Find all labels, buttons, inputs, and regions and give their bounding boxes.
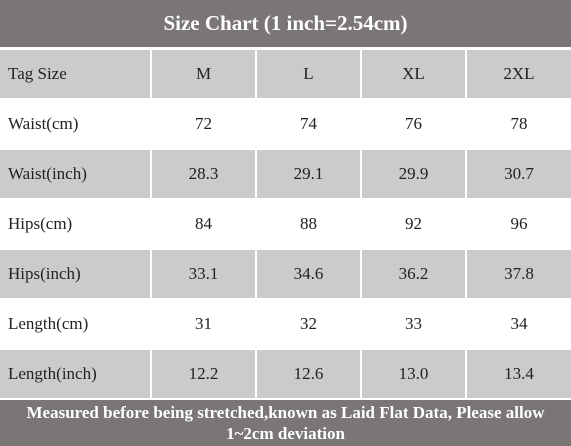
row-label: Tag Size [0, 50, 150, 98]
table-row: Waist(inch) 28.3 29.1 29.9 30.7 [0, 150, 571, 198]
cell: L [257, 50, 360, 98]
cell: 12.2 [152, 350, 255, 398]
cell: 33 [362, 300, 465, 348]
table-row: Length(cm) 31 32 33 34 [0, 300, 571, 348]
cell: XL [362, 50, 465, 98]
row-label: Hips(inch) [0, 250, 150, 298]
cell: 2XL [467, 50, 571, 98]
cell: 29.9 [362, 150, 465, 198]
cell: 12.6 [257, 350, 360, 398]
cell: 84 [152, 200, 255, 248]
footer-note: Measured before being stretched,known as… [0, 400, 571, 446]
table-row: Hips(cm) 84 88 92 96 [0, 200, 571, 248]
cell: 34 [467, 300, 571, 348]
cell: 76 [362, 100, 465, 148]
cell: 96 [467, 200, 571, 248]
cell: 32 [257, 300, 360, 348]
cell: 36.2 [362, 250, 465, 298]
row-label: Length(cm) [0, 300, 150, 348]
cell: 88 [257, 200, 360, 248]
cell: 28.3 [152, 150, 255, 198]
row-label: Waist(cm) [0, 100, 150, 148]
table-row: Length(inch) 12.2 12.6 13.0 13.4 [0, 350, 571, 398]
cell: 34.6 [257, 250, 360, 298]
cell: 74 [257, 100, 360, 148]
cell: 78 [467, 100, 571, 148]
table-row: Waist(cm) 72 74 76 78 [0, 100, 571, 148]
row-label: Length(inch) [0, 350, 150, 398]
cell: 13.0 [362, 350, 465, 398]
table-row: Hips(inch) 33.1 34.6 36.2 37.8 [0, 250, 571, 298]
cell: M [152, 50, 255, 98]
row-label: Hips(cm) [0, 200, 150, 248]
cell: 30.7 [467, 150, 571, 198]
cell: 92 [362, 200, 465, 248]
cell: 33.1 [152, 250, 255, 298]
row-label: Waist(inch) [0, 150, 150, 198]
cell: 13.4 [467, 350, 571, 398]
title: Size Chart (1 inch=2.54cm) [0, 0, 571, 47]
cell: 31 [152, 300, 255, 348]
cell: 29.1 [257, 150, 360, 198]
cell: 72 [152, 100, 255, 148]
header-row: Tag Size M L XL 2XL [0, 50, 571, 98]
cell: 37.8 [467, 250, 571, 298]
